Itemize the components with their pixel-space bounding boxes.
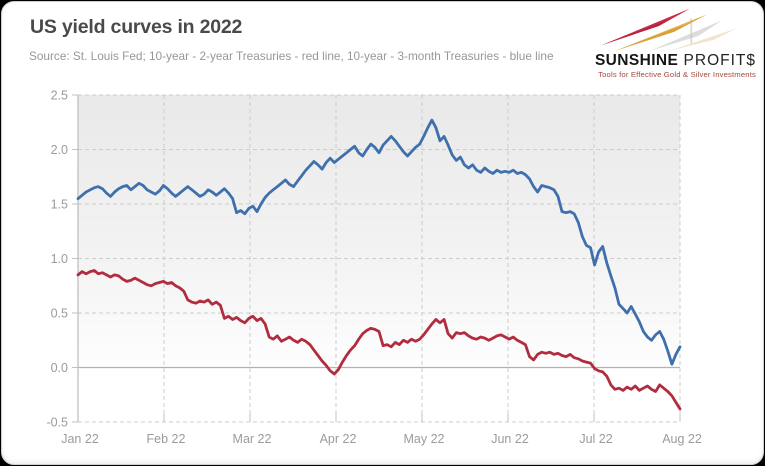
- y-tick-label: 0.0: [51, 361, 68, 375]
- brand-name-profits-text: PROFIT$: [683, 52, 756, 69]
- brand-name: SUNSHINE PROFIT$: [595, 53, 756, 69]
- brand-name-sunshine: SUNSHINE: [594, 52, 679, 69]
- x-tick-label: Jan 22: [61, 432, 99, 446]
- y-tick-label: 2.0: [51, 143, 68, 157]
- page-title: US yield curves in 2022: [30, 16, 243, 38]
- y-tick-label: 0.5: [51, 307, 68, 321]
- x-tick-label: Feb 22: [147, 432, 186, 446]
- x-tick-label: Mar 22: [233, 432, 272, 446]
- page-subtitle: Source: St. Louis Fed; 10-year - 2-year …: [29, 49, 554, 63]
- x-tick-label: Jul 22: [579, 432, 612, 446]
- sunshine-spikes-icon: [601, 8, 738, 52]
- x-tick-label: Jun 22: [491, 432, 529, 446]
- x-tick-label: Aug 22: [662, 432, 702, 446]
- series-line-blue: [76, 118, 682, 366]
- gridlines: [78, 94, 681, 423]
- y-tick-label: 1.0: [51, 252, 68, 266]
- sunshine-profits-logo: SUNSHINE PROFIT$ Tools for Effective Gol…: [586, 7, 756, 79]
- x-tick-label: May 22: [404, 432, 445, 446]
- y-tick-label: -0.5: [46, 416, 68, 430]
- axes: [72, 94, 681, 423]
- x-axis-labels: Jan 22 Feb 22 Mar 22 Apr 22 May 22 Jun 22 Jul …: [61, 432, 702, 446]
- y-tick-label: 2.5: [51, 89, 68, 103]
- brand-tagline: Tools for Effective Gold & Silver Invest…: [598, 70, 756, 79]
- x-tick-label: Apr 22: [320, 432, 357, 446]
- series-line-red: [76, 269, 682, 411]
- y-axis-labels: 2.5 2.0 1.5 1.0 0.5 0.0 -0.5: [46, 89, 68, 430]
- y-tick-label: 1.5: [51, 198, 68, 212]
